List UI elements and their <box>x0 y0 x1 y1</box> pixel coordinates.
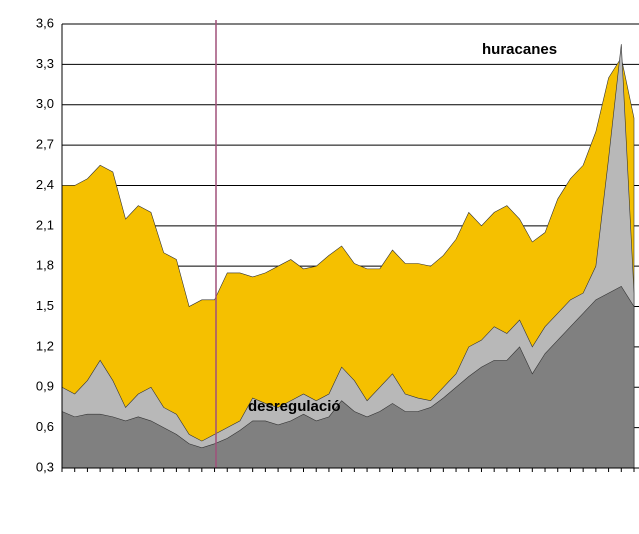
y-tick-label: 1,5 <box>36 298 54 313</box>
annotation: desregulació <box>248 398 341 415</box>
y-tick-label: 3,0 <box>36 96 54 111</box>
annotation: huracanes <box>482 41 557 58</box>
y-tick-label: 1,2 <box>36 338 54 353</box>
y-tick-label: 0,9 <box>36 379 54 394</box>
areas <box>61 44 635 469</box>
y-tick-label: 2,1 <box>36 217 54 232</box>
area <box>61 285 635 469</box>
y-tick-label: 2,4 <box>36 177 54 192</box>
y-tick-label: 1,8 <box>36 258 54 273</box>
y-tick-label: 0,6 <box>36 419 54 434</box>
y-tick-label: 3,3 <box>36 56 54 71</box>
y-tick-label: 3,6 <box>36 15 54 30</box>
y-tick-label: 0,3 <box>36 459 54 474</box>
y-tick-label: 2,7 <box>36 137 54 152</box>
